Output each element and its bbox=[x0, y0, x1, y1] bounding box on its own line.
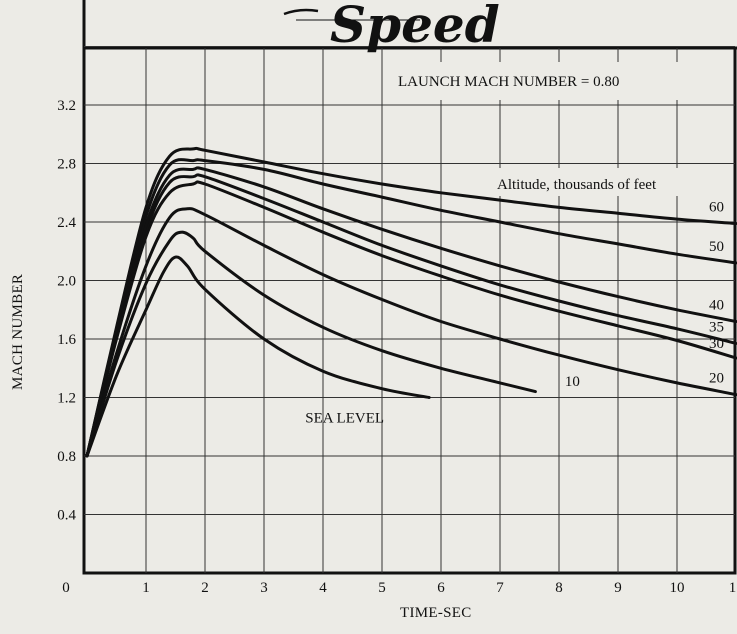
y-tick-label: 2.4 bbox=[57, 215, 76, 231]
x-axis-label: TIME-SEC bbox=[400, 605, 472, 621]
chart-title: Speed bbox=[330, 0, 500, 54]
legend-title-box bbox=[494, 168, 732, 196]
x-tick-label: 7 bbox=[496, 580, 504, 596]
series-line-30 bbox=[85, 180, 737, 458]
series-line-10 bbox=[85, 230, 537, 458]
x-tick-label: 11 bbox=[729, 580, 737, 596]
x-tick-label: 8 bbox=[555, 580, 563, 596]
x-tick-label: 1 bbox=[142, 580, 150, 596]
series-line-35 bbox=[85, 173, 737, 458]
series-label-40: 40 bbox=[709, 297, 724, 313]
y-tick-label: 2.8 bbox=[57, 157, 76, 173]
series-line-40 bbox=[85, 166, 737, 458]
series-label-60: 60 bbox=[709, 199, 724, 215]
curves bbox=[85, 146, 737, 458]
grid bbox=[84, 46, 735, 573]
legend-title: Altitude, thousands of feet bbox=[497, 177, 657, 193]
x-tick-label: 5 bbox=[378, 580, 386, 596]
y-tick-label: 0.4 bbox=[57, 508, 76, 524]
series-line-sea-level bbox=[85, 255, 431, 458]
series-line-20 bbox=[85, 207, 737, 458]
series-label-50: 50 bbox=[709, 239, 724, 255]
x-tick-label: 6 bbox=[437, 580, 445, 596]
x-tick-label: 4 bbox=[319, 580, 327, 596]
y-tick-label: 2.0 bbox=[57, 274, 76, 290]
series-label-sea-level: SEA LEVEL bbox=[305, 410, 384, 426]
x-tick-label: 10 bbox=[670, 580, 685, 596]
series-label-10: 10 bbox=[565, 374, 580, 390]
series-line-50 bbox=[85, 158, 737, 458]
y-tick-label: 0.8 bbox=[57, 449, 76, 465]
y-tick-label: 3.2 bbox=[57, 98, 76, 114]
x-tick-label: 3 bbox=[260, 580, 268, 596]
series-label-30: 30 bbox=[709, 336, 724, 352]
y-tick-label: 1.2 bbox=[57, 391, 76, 407]
y-tick-label: 1.6 bbox=[57, 332, 76, 348]
series-label-20: 20 bbox=[709, 371, 724, 387]
annotation-box bbox=[386, 62, 728, 100]
x-tick-label: 2 bbox=[201, 580, 209, 596]
plot-frame bbox=[82, 46, 737, 575]
series-line-60 bbox=[85, 146, 737, 458]
x-tick-label: 0 bbox=[62, 580, 70, 596]
y-axis-label: MACH NUMBER bbox=[10, 274, 26, 390]
tick-labels: 0 1 2 3 4 5 6 7 8 9 10 11 0.4 0.8 1.2 1.6 2.0 2.4 2.8 3.2 bbox=[57, 98, 737, 596]
launch-mach-annotation: LAUNCH MACH NUMBER = 0.80 bbox=[398, 74, 619, 90]
series-label-35: 35 bbox=[709, 319, 724, 335]
x-tick-label: 9 bbox=[614, 580, 622, 596]
title-flourish bbox=[283, 8, 319, 16]
